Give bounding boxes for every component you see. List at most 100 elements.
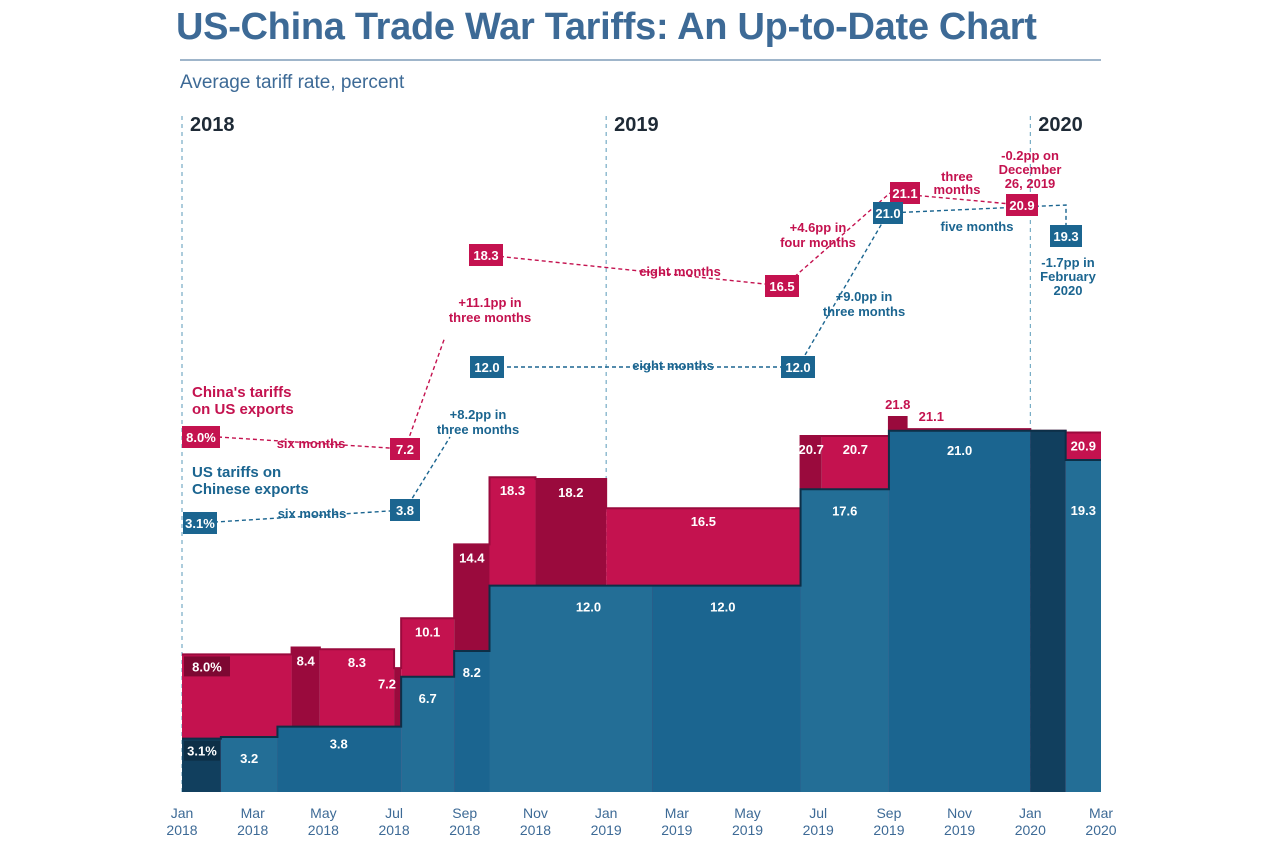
china-series-label: on US exports (192, 401, 294, 418)
us-tariff-bar (277, 726, 402, 792)
us-point-badge (183, 512, 217, 534)
us-bar-label: 17.6 (832, 503, 857, 518)
china-annotation: months (934, 182, 981, 197)
us-connector (404, 436, 451, 511)
us-annotation: 2020 (1054, 283, 1083, 298)
us-annotation: three months (823, 304, 905, 319)
us-connector (797, 212, 889, 368)
china-annotation: -0.2pp on (1001, 148, 1059, 163)
china-start-badge (184, 656, 230, 677)
us-series-label: Chinese exports (192, 481, 309, 498)
china-bar-label: 8.4 (297, 654, 316, 669)
china-bar-label: 21.8 (885, 397, 910, 412)
us-connector (199, 509, 406, 524)
china-bar-label: 8.0% (192, 659, 222, 674)
us-tariff-bar (1065, 460, 1101, 792)
us-point-badge-value: 3.8 (396, 503, 414, 518)
x-tick-month-label: Jul (809, 805, 827, 821)
us-annotation: eight months (632, 358, 714, 373)
x-tick-month-label: Mar (241, 805, 265, 821)
china-bar-label: 21.1 (919, 409, 944, 424)
us-point-badge (1050, 225, 1082, 247)
page-title: US-China Trade War Tariffs: An Up-to-Dat… (176, 6, 1037, 48)
x-tick-year-label: 2018 (520, 822, 551, 838)
china-connector (485, 254, 785, 287)
china-point-badge (469, 244, 503, 266)
x-tick-year-label: 2019 (803, 822, 834, 838)
x-tick-year-label: 2019 (873, 822, 904, 838)
china-point-badge-value: 18.3 (473, 248, 498, 263)
us-bar-label: 21.0 (947, 443, 972, 458)
us-bar-label: 3.8 (330, 737, 348, 752)
us-point-badge (470, 356, 504, 378)
us-point-badge (781, 356, 815, 378)
china-annotation: six months (277, 436, 346, 451)
china-point-badge (1006, 194, 1038, 216)
x-tick-year-label: 2018 (308, 822, 339, 838)
us-tariff-bar (888, 430, 1031, 792)
chart-subtitle: Average tariff rate, percent (180, 72, 405, 93)
china-bar-label: 20.7 (843, 442, 868, 457)
us-bar-label: 12.0 (576, 600, 601, 615)
year-label: 2018 (190, 114, 235, 136)
china-annotation: +4.6pp in (790, 220, 847, 235)
us-annotation: +8.2pp in (450, 407, 507, 422)
china-annotation: four months (780, 235, 856, 250)
us-bar-label: 12.0 (710, 600, 735, 615)
x-tick-month-label: Jan (1019, 805, 1042, 821)
china-annotation: +11.1pp in (458, 295, 521, 310)
us-tariff-outline (182, 429, 1101, 740)
x-tick-year-label: 2019 (591, 822, 622, 838)
x-tick-month-label: May (310, 805, 336, 821)
title-divider (180, 59, 1101, 61)
x-tick-year-label: 2018 (449, 822, 480, 838)
china-bar-label: 20.7 (799, 442, 824, 457)
us-bar-label: 3.2 (240, 751, 258, 766)
year-label: 2019 (614, 114, 659, 136)
x-tick-month-label: Sep (876, 805, 901, 821)
china-bar-label: 7.2 (378, 676, 396, 691)
us-tariff-bar (652, 585, 801, 792)
x-tick-month-label: Jul (385, 805, 403, 821)
us-tariff-bar (1030, 430, 1066, 792)
us-annotation: +9.0pp in (836, 289, 893, 304)
us-bar-label: 8.2 (463, 665, 481, 680)
china-point-badge (182, 426, 220, 448)
us-bar-label: 3.1% (187, 744, 217, 759)
x-tick-month-label: Nov (947, 805, 972, 821)
china-point-badge (390, 438, 420, 460)
x-tick-month-label: Sep (452, 805, 477, 821)
x-tick-month-label: Nov (523, 805, 548, 821)
china-annotation: three (941, 169, 973, 184)
china-point-badge-value: 16.5 (769, 279, 794, 294)
us-tariff-bar (489, 585, 653, 792)
us-start-badge (184, 740, 220, 761)
us-annotation: six months (278, 506, 347, 521)
x-tick-year-label: 2019 (661, 822, 692, 838)
x-tick-year-label: 2019 (732, 822, 763, 838)
china-annotation: eight months (639, 264, 721, 279)
china-point-badge (890, 182, 920, 204)
china-connector (217, 436, 406, 450)
year-label: 2020 (1038, 114, 1083, 136)
china-annotation: December (999, 162, 1062, 177)
china-bar-label: 18.3 (500, 483, 525, 498)
us-point-badge-value: 19.3 (1053, 229, 1078, 244)
china-point-badge-value: 7.2 (396, 442, 414, 457)
us-point-badge-value: 12.0 (474, 360, 499, 375)
china-point-badge-value: 8.0% (186, 430, 216, 445)
china-bar-label: 20.9 (1071, 439, 1096, 454)
x-tick-year-label: 2018 (237, 822, 268, 838)
china-bar-label: 10.1 (415, 624, 440, 639)
us-annotation: three months (437, 422, 519, 437)
china-point-badge-value: 21.1 (892, 186, 917, 201)
x-tick-month-label: Jan (171, 805, 194, 821)
us-tariff-bar (220, 736, 278, 792)
x-tick-month-label: Jan (595, 805, 618, 821)
china-annotation: three months (449, 310, 531, 325)
china-bar-label: 16.5 (691, 514, 716, 529)
x-tick-year-label: 2018 (378, 822, 409, 838)
china-tariff-outline (182, 416, 1101, 670)
x-tick-year-label: 2018 (166, 822, 197, 838)
